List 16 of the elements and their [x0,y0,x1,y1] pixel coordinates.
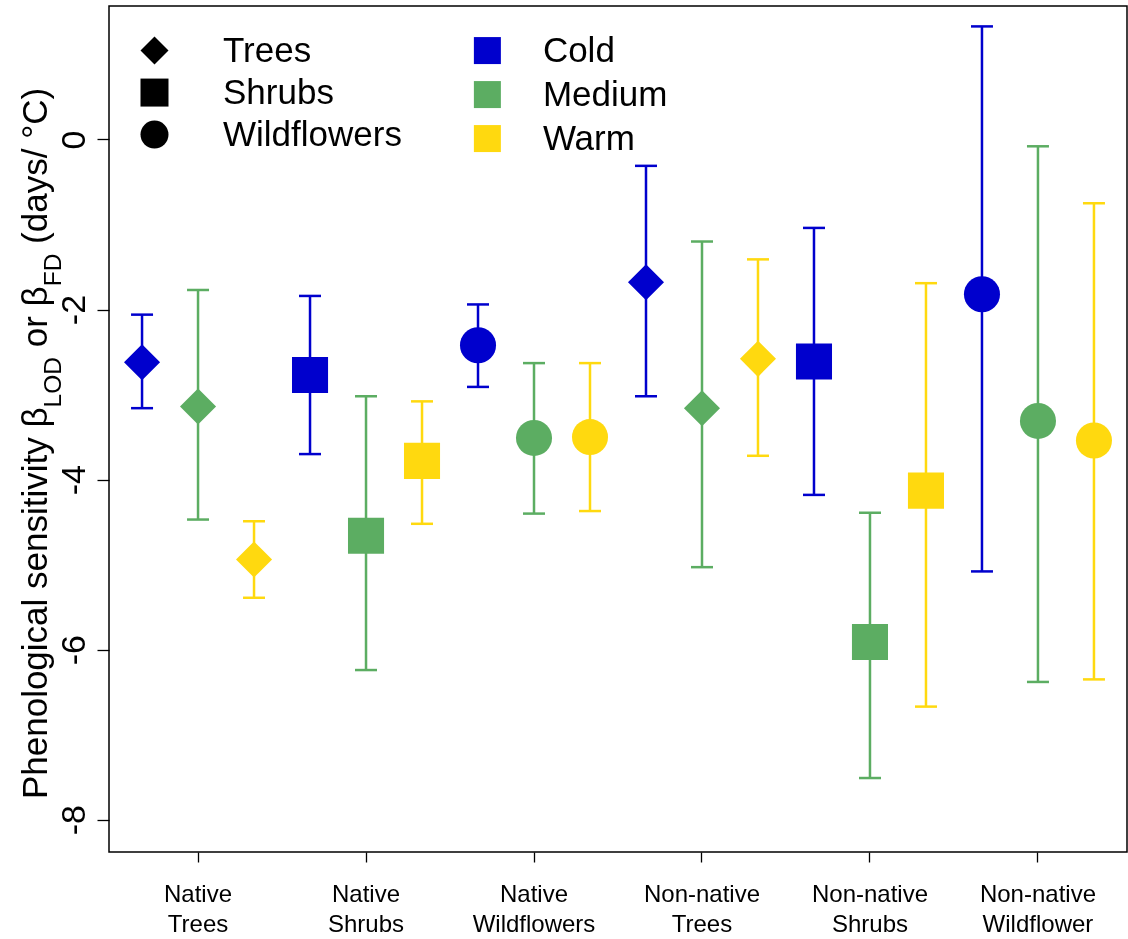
x-tick-label: Native Wildflowers [472,879,596,937]
x-tick-label: Non-native Trees [643,879,761,937]
legend-label: Cold [542,29,615,69]
y-tick-label: -8 [53,805,92,836]
y-tick-label: -2 [53,294,92,326]
legend-label: Warm [542,117,635,157]
y-tick-label: -4 [53,464,92,496]
x-tick-label: Non-native Wildflower [979,879,1096,937]
x-tick-label: Native Shrubs [328,879,405,937]
legend-label: Shrubs [222,71,334,111]
legend-label: Wildflowers [222,113,402,153]
legend-label: Medium [542,73,668,113]
y-tick-label: 0 [53,130,92,150]
legend-label: Trees [222,29,312,69]
x-tick-label: Non-native Shrubs [811,879,929,937]
x-tick-label: Native Trees [164,879,233,937]
